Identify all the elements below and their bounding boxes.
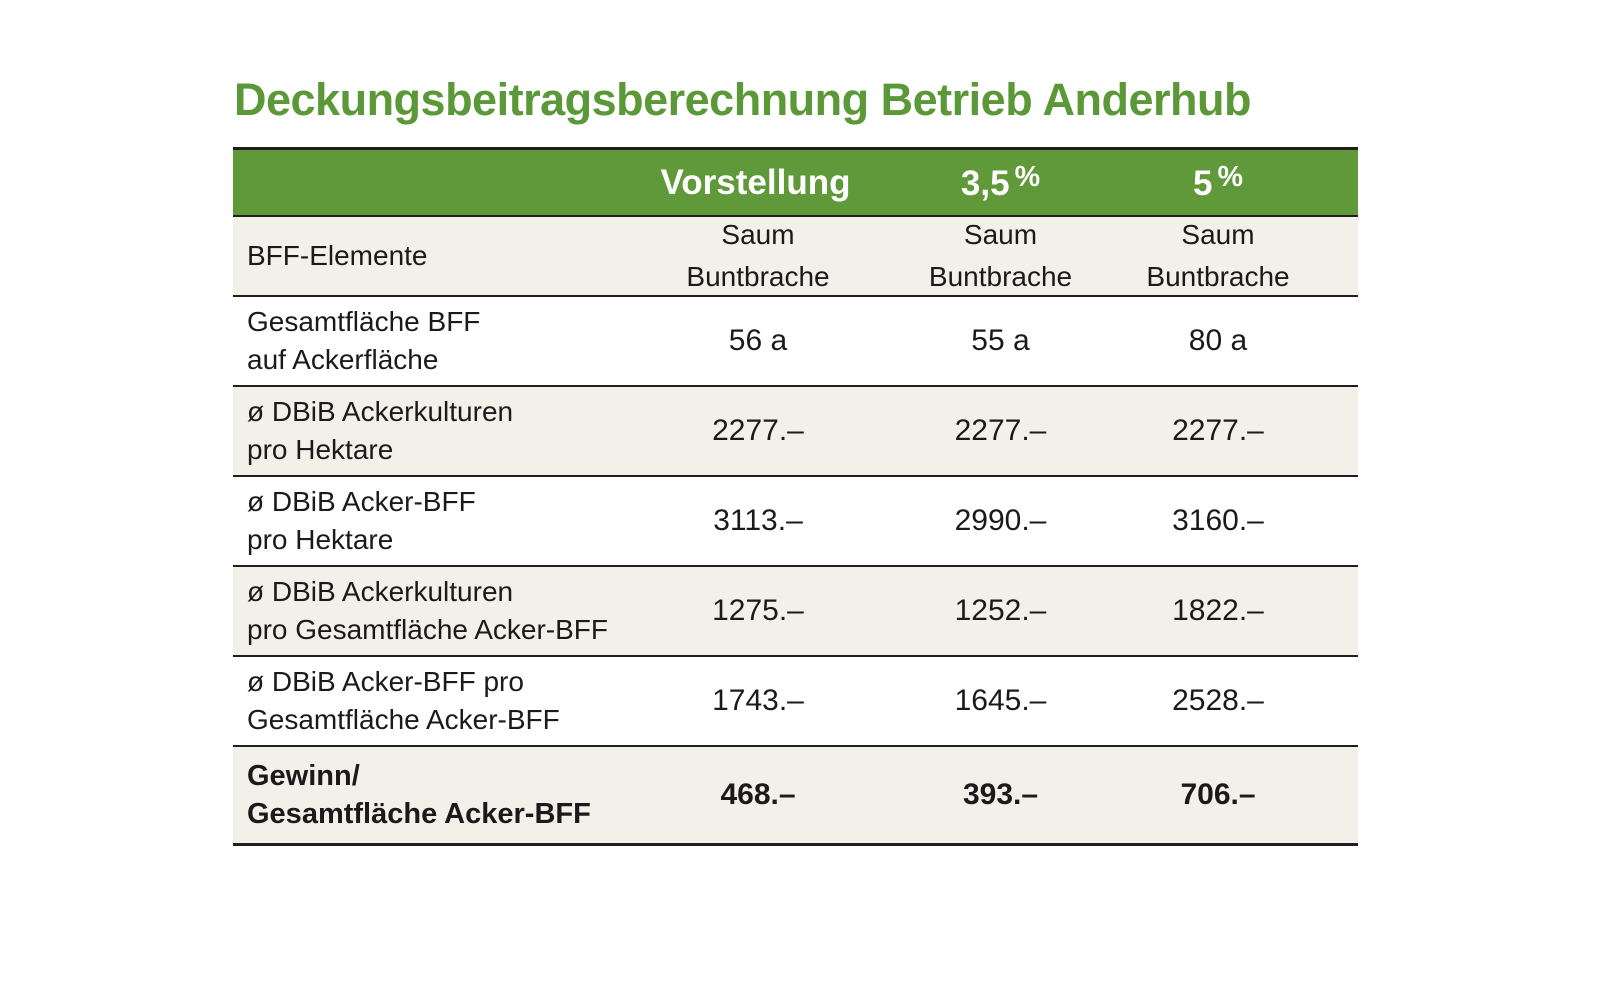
page-title: Deckungsbeitragsberechnung Betrieb Ander… (234, 74, 1252, 125)
row-value: 2277.– (712, 414, 804, 447)
subheader-cell: Saum Buntbrache (633, 214, 883, 298)
header-cell-5-percent: 5% (1118, 161, 1358, 204)
header-cell-vorstellung: Vorstellung (633, 163, 883, 203)
header-cell-3-5-percent: 3,5% (883, 161, 1118, 204)
header-label: Vorstellung (660, 162, 851, 202)
row-value: 1645.– (954, 684, 1047, 717)
row-value: 80 a (1188, 324, 1248, 357)
row-label: ø DBiB Ackerkulturen pro Hektare (233, 393, 633, 469)
row-value: 55 a (971, 324, 1030, 357)
row-value: 3160.– (1172, 504, 1264, 537)
row-value: 56 a (728, 324, 788, 357)
row-label-line1: ø DBiB Acker-BFF pro (247, 666, 524, 697)
row-label-line2: pro Hektare (247, 524, 394, 555)
subheader-cell: Saum Buntbrache (1118, 214, 1358, 298)
row-label: ø DBiB Ackerkulturen pro Gesamtfläche Ac… (233, 573, 633, 649)
subheader-line1: Saum (963, 219, 1038, 250)
table-row-gewinn: Gewinn/ Gesamtfläche Acker-BFF 468.– 393… (233, 747, 1358, 843)
row-label: ø DBiB Acker-BFF pro Hektare (233, 483, 633, 559)
table-row: ø DBiB Ackerkulturen pro Hektare 2277.– … (233, 387, 1358, 477)
subheader-cell: Saum Buntbrache (883, 214, 1118, 298)
row-label-line1: Gewinn/ (247, 760, 360, 792)
row-label-line2: Gesamtfläche Acker-BFF (247, 704, 560, 735)
subheader-line1: Saum (1181, 219, 1255, 250)
table-row: ø DBiB Acker-BFF pro Gesamtfläche Acker-… (233, 657, 1358, 747)
row-value: 3113.– (713, 504, 803, 537)
row-label-line2: Gesamtfläche Acker-BFF (247, 798, 591, 830)
row-label: ø DBiB Acker-BFF pro Gesamtfläche Acker-… (233, 663, 633, 739)
table-row: ø DBiB Ackerkulturen pro Gesamtfläche Ac… (233, 567, 1358, 657)
row-value: 2528.– (1172, 684, 1264, 717)
row-value: 393.– (962, 778, 1039, 811)
row-label: Gewinn/ Gesamtfläche Acker-BFF (233, 757, 633, 833)
row-label-line1: Gesamtfläche BFF (247, 306, 481, 337)
subheader-line2: Buntbrache (686, 261, 830, 292)
contribution-margin-table: Vorstellung 3,5% 5% BFF-Elemente Saum Bu… (233, 147, 1358, 846)
row-value: 2990.– (954, 504, 1047, 537)
table-subheader-row: BFF-Elemente Saum Buntbrache Saum Buntbr… (233, 217, 1358, 297)
row-value: 1743.– (712, 684, 804, 717)
table-row: ø DBiB Acker-BFF pro Hektare 3113.– 2990… (233, 477, 1358, 567)
header-label: 5 (1193, 164, 1213, 204)
row-value: 1275.– (712, 594, 804, 627)
table-row: Gesamtfläche BFF auf Ackerfläche 56 a 55… (233, 297, 1358, 387)
row-label-line1: ø DBiB Acker-BFF (247, 486, 476, 517)
row-value: 2277.– (1172, 414, 1264, 447)
row-label-line2: pro Hektare (247, 434, 394, 465)
subheader-line2: Buntbrache (1146, 261, 1290, 292)
percent-sign: % (1014, 160, 1041, 193)
row-value: 1822.– (1172, 594, 1264, 627)
percent-sign: % (1217, 160, 1243, 193)
row-value: 468.– (720, 778, 796, 811)
row-label-line2: auf Ackerfläche (247, 344, 439, 375)
header-label: 3,5 (960, 164, 1010, 204)
table-header-row: Vorstellung 3,5% 5% (233, 150, 1358, 217)
row-label: Gesamtfläche BFF auf Ackerfläche (233, 303, 633, 379)
subheader-line1: Saum (721, 219, 795, 250)
row-value: 706.– (1180, 778, 1256, 811)
row-value: 2277.– (954, 414, 1047, 447)
row-label-line1: ø DBiB Ackerkulturen (247, 396, 514, 427)
subheader-line2: Buntbrache (928, 261, 1073, 292)
subheader-label: BFF-Elemente (247, 240, 428, 271)
row-value: 1252.– (954, 594, 1047, 627)
row-label-line1: ø DBiB Ackerkulturen (247, 576, 514, 607)
row-label-line2: pro Gesamtfläche Acker-BFF (247, 614, 609, 645)
